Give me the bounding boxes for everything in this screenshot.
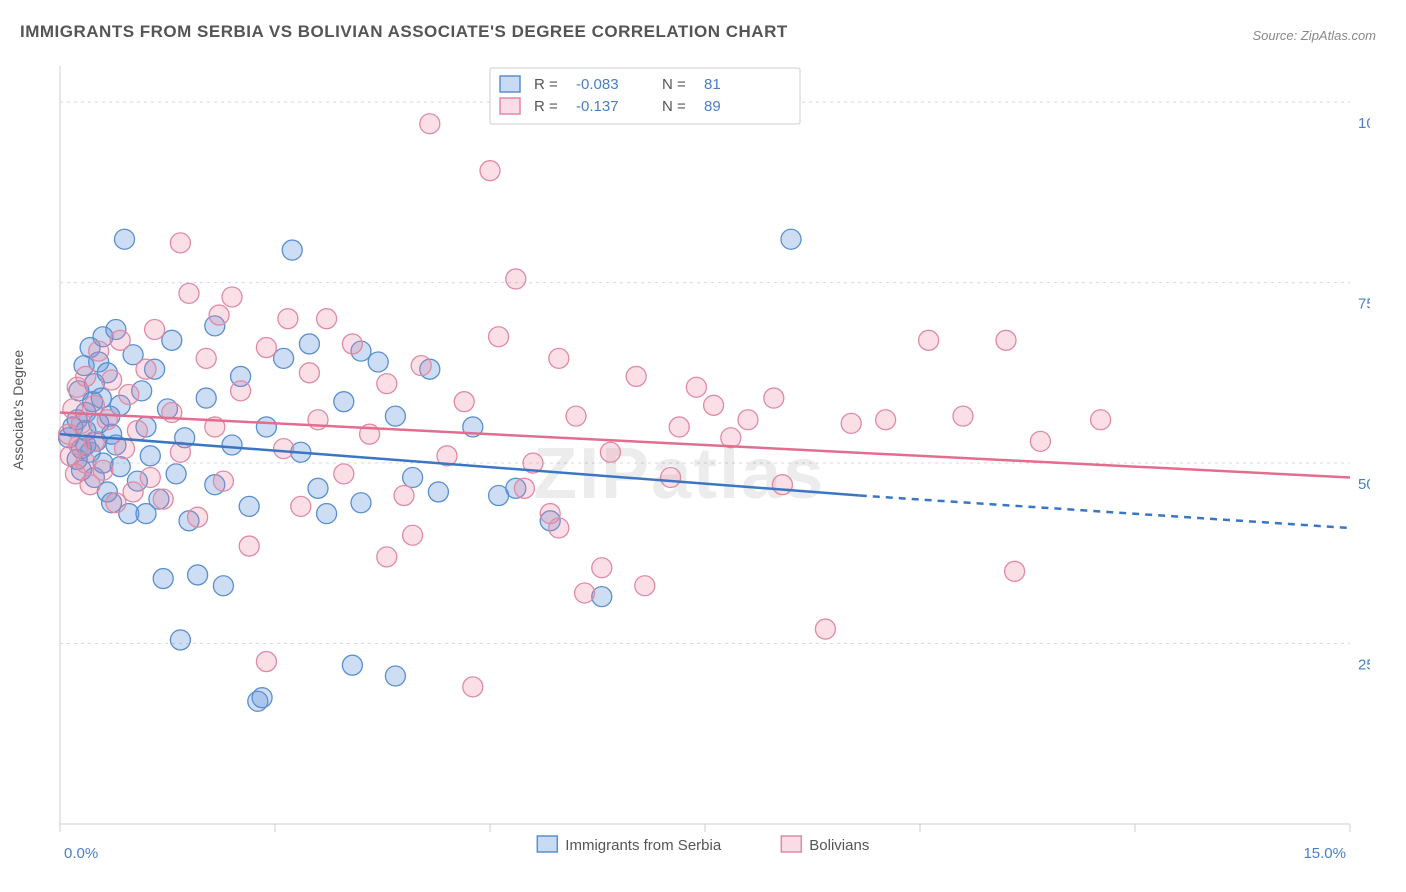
svg-text:N =: N = xyxy=(662,76,686,93)
svg-text:Bolivians: Bolivians xyxy=(809,837,869,854)
chart-svg: 25.0%50.0%75.0%100.0%0.0%15.0%ZIPatlasR … xyxy=(40,50,1370,880)
y-axis-label: Associate's Degree xyxy=(10,350,26,470)
chart-container: 25.0%50.0%75.0%100.0%0.0%15.0%ZIPatlasR … xyxy=(40,50,1370,880)
svg-text:Immigrants from Serbia: Immigrants from Serbia xyxy=(565,837,722,854)
svg-text:50.0%: 50.0% xyxy=(1358,476,1370,493)
svg-text:-0.137: -0.137 xyxy=(576,98,619,115)
svg-text:25.0%: 25.0% xyxy=(1358,657,1370,674)
svg-text:81: 81 xyxy=(704,76,721,93)
chart-title: IMMIGRANTS FROM SERBIA VS BOLIVIAN ASSOC… xyxy=(20,22,788,42)
svg-text:15.0%: 15.0% xyxy=(1303,845,1346,862)
svg-text:0.0%: 0.0% xyxy=(64,845,98,862)
source-label: Source: ZipAtlas.com xyxy=(1252,28,1376,43)
svg-text:N =: N = xyxy=(662,98,686,115)
svg-text:100.0%: 100.0% xyxy=(1358,115,1370,132)
svg-text:75.0%: 75.0% xyxy=(1358,296,1370,313)
svg-text:R =: R = xyxy=(534,76,558,93)
svg-text:89: 89 xyxy=(704,98,721,115)
svg-text:-0.083: -0.083 xyxy=(576,76,619,93)
svg-text:R =: R = xyxy=(534,98,558,115)
